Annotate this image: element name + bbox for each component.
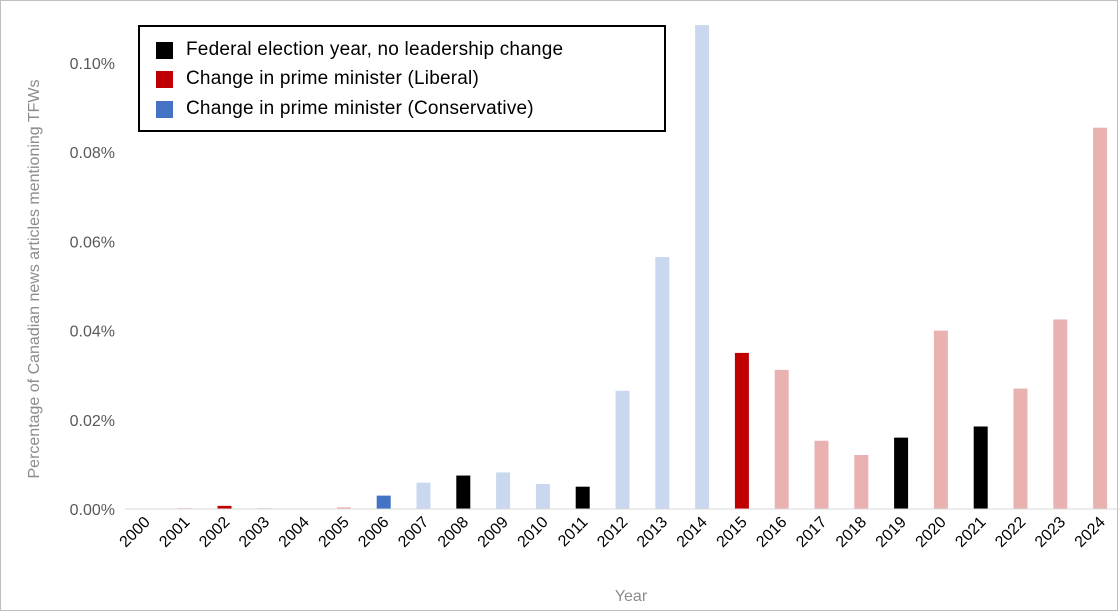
legend-swatch-blue (156, 100, 173, 118)
bar-2002 (217, 505, 232, 509)
x-tick-label: 2018 (833, 514, 870, 551)
legend-item-conservative: Change in prime minister (Conservative) (156, 97, 534, 121)
x-tick-label: 2023 (1032, 514, 1069, 551)
bar-2012 (615, 390, 630, 509)
bar-2008 (456, 475, 471, 509)
bar-2009 (496, 472, 511, 509)
x-tick-label: 2013 (634, 514, 671, 551)
bar-2015 (734, 352, 749, 509)
bar-2024 (1093, 127, 1108, 510)
x-tick-label: 2003 (236, 514, 273, 551)
x-tick-label: 2010 (515, 514, 552, 551)
x-axis-ticks: 2000 2001 2002 2003 2004 2005 2006 2007 2008 2009… (117, 514, 1109, 551)
bar-2023 (1053, 319, 1068, 509)
x-tick-label: 2005 (316, 514, 353, 551)
legend-swatch-black (156, 41, 173, 59)
y-tick-label: 0.10% (70, 56, 115, 73)
x-tick-label: 2004 (276, 514, 313, 551)
bar-2014 (695, 25, 710, 510)
x-tick-label: 2022 (992, 514, 1029, 551)
y-tick-label: 0.08% (70, 145, 115, 162)
x-tick-label: 2021 (952, 514, 989, 551)
x-tick-label: 2024 (1072, 514, 1109, 551)
x-tick-label: 2015 (714, 514, 751, 551)
y-tick-label: 0.00% (70, 502, 115, 519)
y-axis-ticks: 0.00% 0.02% 0.04% 0.06% 0.08% 0.10% (70, 56, 115, 519)
legend-label: Change in prime minister (Liberal) (186, 68, 479, 89)
bars (177, 25, 1108, 510)
x-tick-label: 2001 (156, 514, 193, 551)
x-tick-label: 2011 (555, 514, 591, 550)
bar-2007 (416, 482, 431, 509)
x-tick-label: 2012 (594, 514, 631, 551)
bar-2017 (814, 440, 829, 509)
x-axis-title: Year (615, 588, 648, 605)
bar-2016 (774, 369, 789, 509)
x-tick-label: 2009 (475, 514, 512, 551)
legend: Federal election year, no leadership cha… (138, 25, 666, 132)
x-tick-label: 2017 (793, 514, 830, 551)
legend-label: Federal election year, no leadership cha… (186, 39, 564, 60)
bar-2018 (854, 455, 869, 509)
y-tick-label: 0.02% (70, 413, 115, 430)
legend-label: Change in prime minister (Conservative) (186, 98, 534, 119)
bar-2013 (655, 257, 670, 509)
x-tick-label: 2016 (753, 514, 790, 551)
x-tick-label: 2014 (674, 514, 711, 551)
y-tick-label: 0.06% (70, 234, 115, 251)
bar-2011 (575, 486, 590, 509)
bar-2010 (535, 484, 550, 509)
legend-item-liberal: Change in prime minister (Liberal) (156, 67, 479, 91)
bar-2005 (336, 507, 351, 509)
bar-2021 (973, 426, 988, 509)
y-tick-label: 0.04% (70, 324, 115, 341)
x-tick-label: 2002 (196, 514, 233, 551)
x-tick-label: 2006 (355, 514, 392, 551)
bar-2020 (933, 330, 948, 509)
bar-2022 (1013, 388, 1028, 509)
bar-2006 (376, 495, 391, 509)
x-tick-label: 2020 (913, 514, 950, 551)
x-tick-label: 2007 (395, 514, 432, 551)
x-tick-label: 2019 (873, 514, 910, 551)
x-tick-label: 2008 (435, 514, 472, 551)
y-axis-title: Percentage of Canadian news articles men… (26, 79, 43, 478)
x-tick-label: 2000 (117, 514, 154, 551)
legend-swatch-red (156, 70, 173, 88)
bar-2019 (894, 437, 909, 509)
legend-item-election: Federal election year, no leadership cha… (156, 38, 563, 62)
